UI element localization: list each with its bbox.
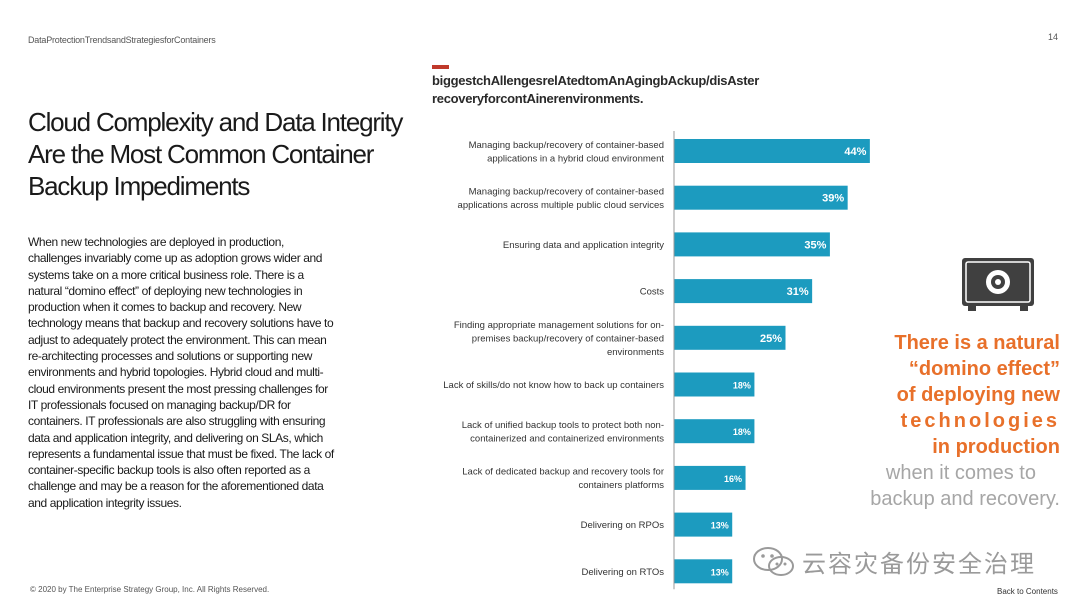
- chart-category-label: Lack of dedicated backup and recovery to…: [462, 467, 664, 492]
- chart-bar: [674, 419, 755, 444]
- back-to-contents-link[interactable]: Back to Contents: [997, 587, 1058, 596]
- chart-category-label: Costs: [640, 287, 665, 298]
- chart-category-label: Lack of skills/do not know how to back u…: [443, 380, 664, 391]
- chart-bar: [674, 372, 755, 397]
- chart-data-label: 13%: [711, 567, 729, 577]
- chart-bar: [674, 512, 733, 537]
- chart-category-label: Managing backup/recovery of container-ba…: [469, 140, 665, 165]
- chart-bars: 44% 39% 35% 31% 25% 18% 18% 16% 13% 13%: [674, 139, 870, 584]
- chart-title: biggestchAllengesrelAtedtomAnAgingbAckup…: [432, 73, 759, 106]
- chart-bar: [674, 139, 870, 163]
- chart-data-label: 16%: [724, 474, 742, 484]
- callout-subline: backup and recovery.: [870, 488, 1060, 510]
- chart-bar: [674, 232, 830, 257]
- chart-data-label: 39%: [822, 193, 844, 205]
- watermark: 云容灾备份安全治理: [752, 544, 1036, 579]
- chart-category-label: Finding appropriate management solutions…: [454, 320, 664, 358]
- callout-line: in production: [932, 436, 1060, 458]
- chart-category-label: Delivering on RTOs: [581, 567, 664, 578]
- watermark-text: 云容灾备份安全治理: [802, 551, 1036, 578]
- chart-data-label: 35%: [804, 239, 826, 251]
- page-number: 14: [1048, 32, 1059, 42]
- chart-data-label: 18%: [733, 427, 751, 437]
- chart-bar: [674, 559, 733, 584]
- callout: There is a natural “domino effect” of de…: [810, 330, 1060, 512]
- chart-accent-bar: [432, 65, 449, 69]
- callout-line: “domino effect”: [908, 358, 1060, 380]
- chart-data-label: 25%: [760, 333, 782, 345]
- page-headline: Cloud Complexity and Data Integrity Are …: [28, 107, 403, 201]
- callout-line: of deploying new: [896, 384, 1060, 406]
- body-paragraph: When new technologies are deployed in pr…: [28, 235, 334, 510]
- callout-subline: when it comes to: [885, 462, 1036, 484]
- chart-data-label: 44%: [844, 146, 866, 158]
- chart-data-label: 18%: [733, 381, 751, 391]
- copyright-notice: © 2020 by The Enterprise Strategy Group,…: [30, 585, 270, 594]
- callout-line: There is a natural: [894, 332, 1060, 354]
- chart-category-label: Managing backup/recovery of container-ba…: [458, 186, 665, 211]
- chart-category-label: Lack of unified backup tools to protect …: [462, 420, 665, 445]
- chart-bar: [674, 279, 813, 304]
- chart-bar: [674, 465, 746, 490]
- running-title: DataProtectionTrendsandStrategiesforCont…: [28, 35, 216, 45]
- chart-data-label: 31%: [787, 286, 809, 298]
- chart-data-label: 13%: [711, 521, 729, 531]
- safe-icon: [962, 258, 1034, 311]
- callout-line: technologies: [900, 410, 1060, 432]
- chart-category-labels: Managing backup/recovery of container-ba…: [443, 140, 664, 578]
- chart-bar: [674, 325, 786, 350]
- wechat-icon: [753, 546, 794, 576]
- chart-category-label: Delivering on RPOs: [581, 520, 665, 531]
- chart-bar: [674, 185, 848, 210]
- chart-category-label: Ensuring data and application integrity: [503, 240, 664, 251]
